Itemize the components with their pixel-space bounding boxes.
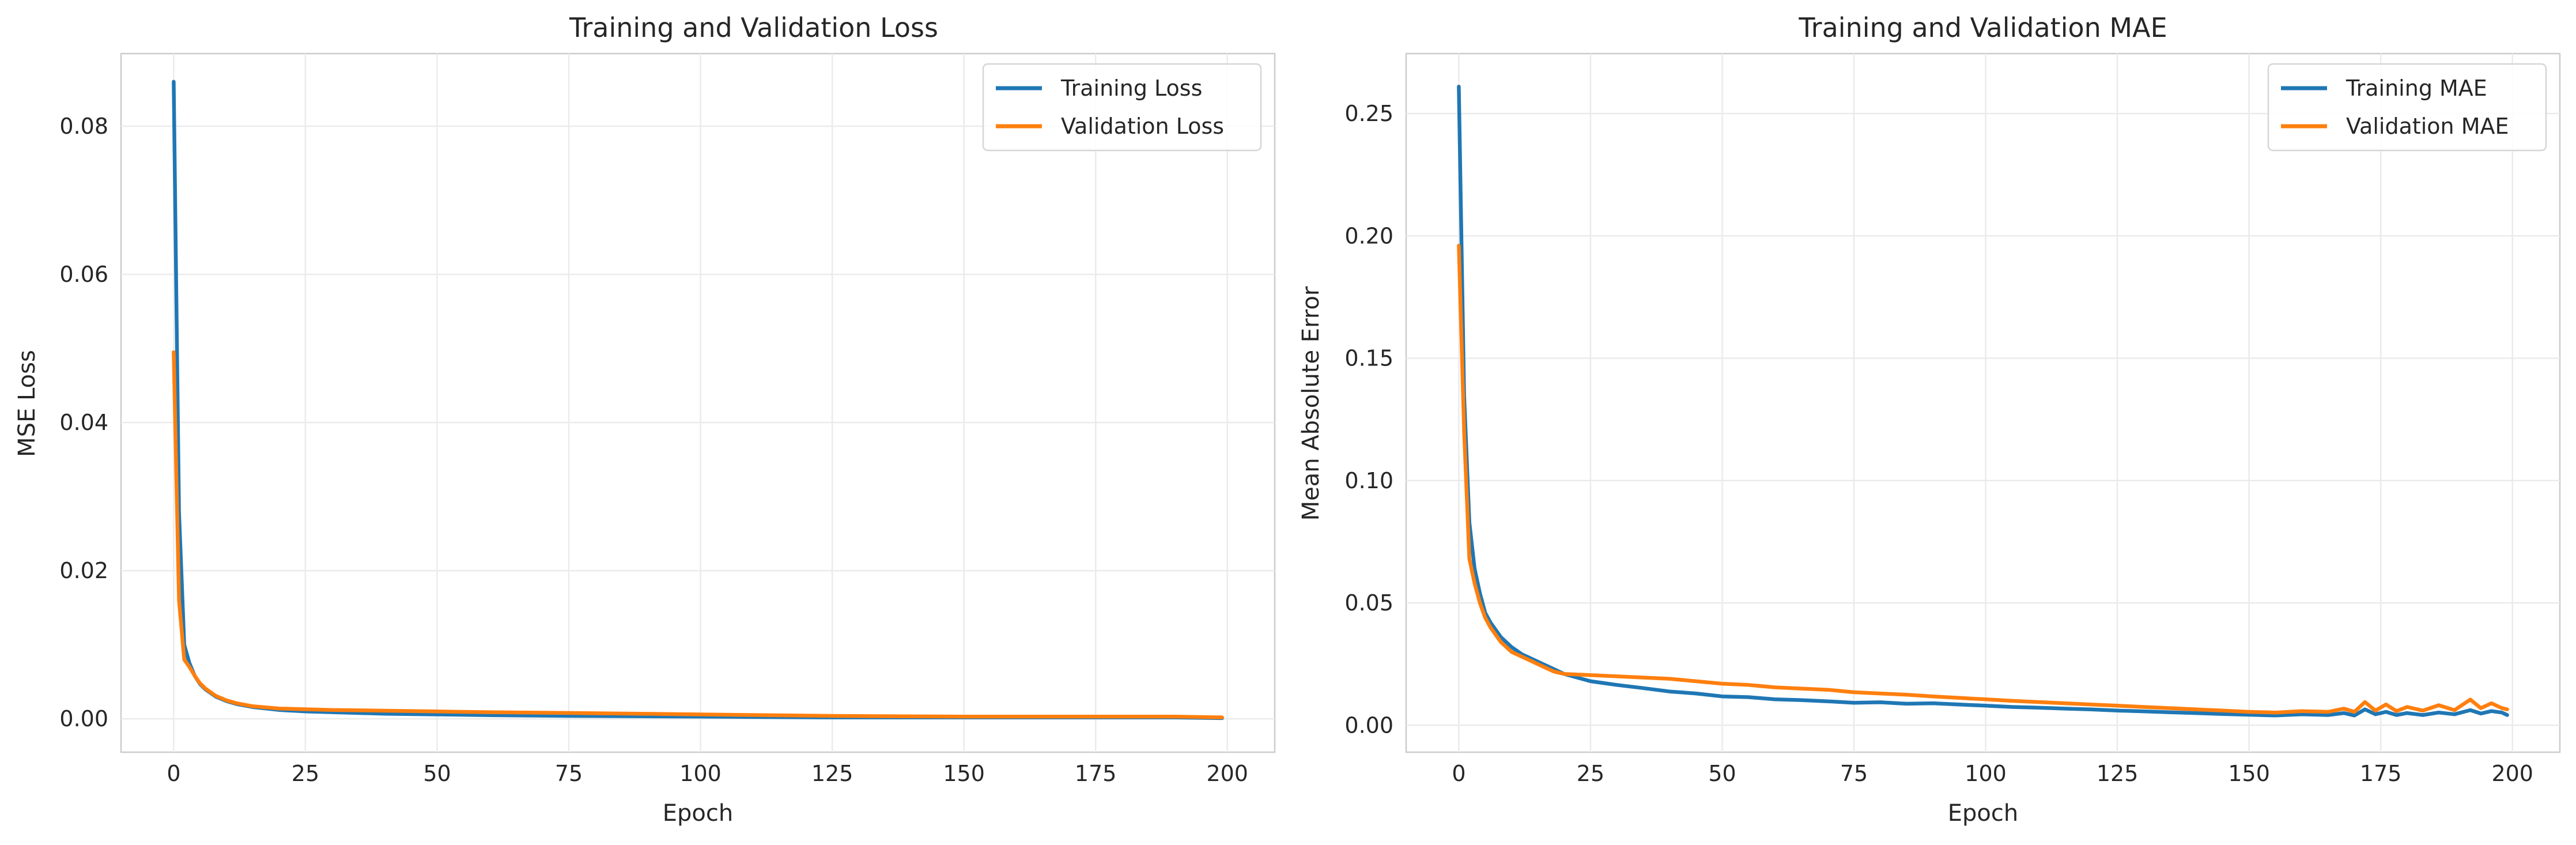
mae-plot-area: 0 25 50 75 100 125 150 175 200 0.00 0.05 0.10 0.15 0.… [1344,52,2561,786]
loss-chart-xlabel: Epoch [663,800,733,827]
mae-y-tick-label: 0.25 [1344,101,1393,126]
mae-legend: Training MAE Validation MAE [2267,63,2547,152]
loss-x-tick-label: 50 [423,761,451,786]
mae-x-tick-label: 200 [2491,761,2533,786]
validation-loss-line [172,350,1224,719]
mae-y-tick-label: 0.05 [1344,590,1393,616]
validation-mae-line [1457,243,2509,715]
loss-x-tick-label: 75 [555,761,583,786]
mae-chart-panel: 0 25 50 75 100 125 150 175 200 0.00 0.05 0.10 0.15 0.… [1298,12,2561,827]
mae-x-tick-label: 0 [1452,761,1465,786]
mae-y-tick-label: 0.00 [1344,712,1393,738]
mae-x-tick-label: 125 [2097,761,2139,786]
training-loss-legend-label: Training Loss [1060,76,1202,101]
mae-y-tick-label: 0.20 [1344,223,1393,248]
loss-x-tick-label: 175 [1075,761,1117,786]
mae-y-tick-label: 0.10 [1344,468,1393,493]
mae-x-tick-label: 100 [1965,761,2007,786]
validation-mae-legend-label: Validation MAE [2346,114,2509,139]
loss-chart-ylabel: MSE Loss [14,350,40,457]
mae-x-tick-label: 175 [2360,761,2402,786]
mae-x-tick-label: 150 [2228,761,2270,786]
loss-plot-area: 0 25 50 75 100 125 150 175 200 0.00 0.02 0.04 0.06 0.… [59,52,1276,786]
loss-x-tick-label: 200 [1206,761,1248,786]
loss-y-tick-label: 0.00 [59,706,108,731]
loss-chart-title: Training and Validation Loss [569,12,938,43]
loss-x-tick-label: 0 [167,761,180,786]
mae-x-tick-label: 50 [1708,761,1736,786]
loss-chart-panel: 0 25 50 75 100 125 150 175 200 0.00 0.02 0.04 0.06 0.… [14,12,1276,827]
loss-y-tick-label: 0.02 [59,558,108,583]
training-mae-line [1457,85,2509,718]
loss-y-tick-label: 0.04 [59,410,108,435]
loss-legend: Training Loss Validation Loss [982,63,1262,152]
loss-plot-frame [120,52,1276,753]
loss-x-tick-label: 150 [943,761,985,786]
loss-x-tick-label: 25 [292,761,319,786]
mae-chart-ylabel: Mean Absolute Error [1298,286,1324,520]
mae-plot-frame [1405,52,2561,753]
loss-x-tick-label: 100 [679,761,722,786]
validation-loss-legend-label: Validation Loss [1061,114,1224,139]
mae-y-tick-label: 0.15 [1344,346,1393,371]
mae-chart-xlabel: Epoch [1948,800,2018,827]
loss-y-tick-label: 0.06 [59,262,108,287]
loss-legend-box [982,63,1262,152]
mae-x-tick-label: 25 [1577,761,1604,786]
mae-legend-box [2267,63,2547,152]
loss-y-tick-label: 0.08 [59,114,108,139]
training-mae-legend-label: Training MAE [2345,76,2487,101]
mae-x-tick-label: 75 [1840,761,1868,786]
mae-chart-title: Training and Validation MAE [1798,12,2167,43]
loss-x-tick-label: 125 [811,761,853,786]
